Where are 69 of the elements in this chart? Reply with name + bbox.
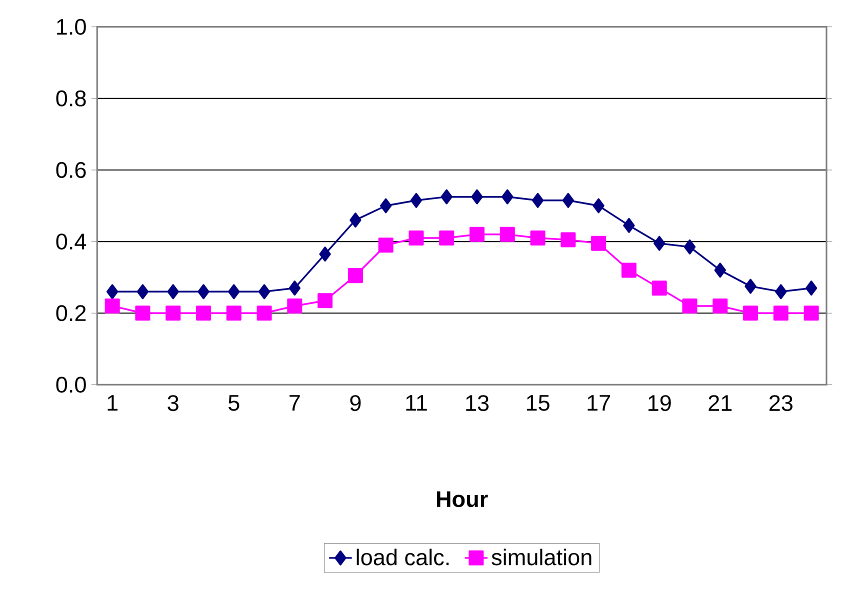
point	[256, 306, 272, 321]
point	[743, 306, 758, 321]
point	[106, 284, 118, 300]
x-axis-title: Hour	[437, 491, 488, 508]
point	[805, 280, 818, 296]
y-tick-label: 0.8	[56, 90, 86, 107]
point	[471, 189, 483, 204]
point	[287, 298, 302, 314]
y-tick-label: 0.0	[56, 376, 86, 393]
point	[682, 298, 698, 314]
point	[410, 192, 422, 208]
y-tick-label: 0.4	[56, 234, 86, 250]
point	[773, 306, 788, 321]
point	[288, 280, 301, 296]
x-tick-label: 13	[466, 395, 489, 412]
point	[470, 226, 485, 242]
point	[136, 284, 149, 300]
point	[652, 280, 667, 296]
x-tick-label: 21	[708, 395, 732, 411]
legend-label: load calc.	[356, 548, 449, 566]
y-tick-label: 0.6	[56, 162, 86, 178]
point	[378, 238, 394, 253]
point	[560, 232, 576, 248]
point	[562, 192, 574, 208]
point	[166, 306, 181, 321]
point	[228, 284, 240, 300]
point	[198, 284, 210, 300]
point	[226, 306, 242, 321]
point	[591, 236, 606, 251]
point	[500, 226, 515, 242]
y-tick-label: 0.2	[56, 305, 86, 322]
point	[319, 246, 331, 262]
point	[684, 240, 696, 255]
x-tick-label: 1	[108, 395, 118, 411]
legend-label: simulation	[492, 548, 592, 566]
point	[350, 212, 362, 228]
x-tick-label: 15	[526, 395, 550, 411]
point	[348, 268, 363, 284]
point	[135, 306, 150, 321]
point	[623, 218, 635, 234]
x-tick-label: 5	[228, 395, 240, 411]
point	[104, 298, 120, 314]
point	[440, 189, 452, 204]
point	[532, 192, 544, 208]
point	[592, 198, 604, 214]
point	[714, 262, 726, 278]
x-tick-label: 19	[648, 395, 671, 412]
x-tick-label: 23	[770, 395, 792, 412]
point	[502, 189, 514, 204]
point	[196, 306, 212, 321]
point	[530, 230, 546, 246]
point	[167, 284, 179, 300]
point	[654, 236, 666, 251]
point	[439, 230, 454, 246]
x-tick-label: 9	[350, 395, 361, 412]
x-tick-label: 17	[588, 395, 610, 411]
x-tick-label: 7	[290, 395, 300, 411]
point	[775, 284, 787, 300]
point	[804, 306, 819, 321]
point	[744, 278, 756, 294]
y-tick-label: 1.0	[57, 18, 86, 35]
point	[621, 262, 636, 278]
point	[408, 230, 424, 246]
point	[712, 298, 728, 314]
x-tick-label: 11	[406, 395, 427, 411]
point	[318, 293, 333, 308]
point	[258, 284, 270, 300]
point	[380, 198, 392, 214]
x-tick-label: 3	[168, 395, 178, 412]
